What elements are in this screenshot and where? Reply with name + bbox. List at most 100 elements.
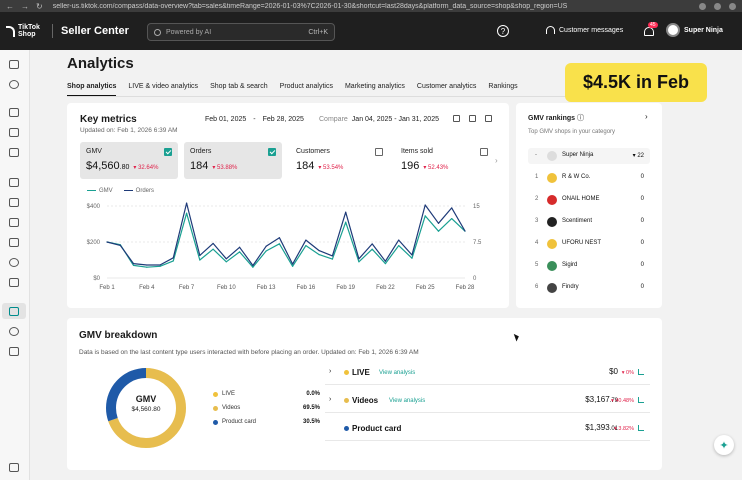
customer-messages-button[interactable]: Customer messages	[546, 26, 623, 34]
health-icon[interactable]	[9, 327, 19, 336]
metric-items-sold[interactable]: Items sold 196 ▾ 52.43%	[395, 142, 493, 179]
data-point-gmv[interactable]	[331, 258, 334, 260]
metric-gmv[interactable]: GMV $4,560.80 ▾ 32.64%	[80, 142, 178, 179]
info-icon[interactable]: ⓘ	[577, 115, 585, 122]
ranking-row[interactable]: 5 Sigird 0	[528, 258, 650, 274]
trend-chart-icon[interactable]	[638, 369, 644, 375]
data-point-gmv[interactable]	[411, 257, 413, 259]
compare-range[interactable]: Compare Jan 04, 2025 - Jan 31, 2025	[319, 116, 439, 123]
growth-icon[interactable]	[9, 80, 19, 89]
data-point-orders[interactable]	[424, 204, 426, 206]
view-analysis-link[interactable]: View analysis	[379, 370, 416, 376]
customers-icon[interactable]	[9, 218, 19, 227]
data-point-gmv[interactable]	[398, 245, 400, 247]
live-icon[interactable]	[9, 238, 19, 247]
products-icon[interactable]	[9, 128, 19, 137]
data-point-orders[interactable]	[252, 264, 254, 267]
reload-icon[interactable]: ↻	[36, 1, 43, 11]
metric-customers[interactable]: Customers 184 ▾ 53.54%	[290, 142, 388, 179]
donut-slice-product-card[interactable]	[106, 368, 186, 448]
date-range-picker[interactable]: Feb 01, 2025- Feb 28, 2025	[205, 116, 304, 123]
data-point-gmv[interactable]	[159, 265, 161, 267]
data-point-gmv[interactable]	[225, 261, 227, 263]
help-icon[interactable]: ?	[497, 25, 509, 37]
trend-chart-icon[interactable]	[638, 397, 644, 403]
data-point-orders[interactable]	[318, 250, 320, 252]
data-point-orders[interactable]	[146, 264, 148, 266]
data-point-gmv[interactable]	[318, 254, 320, 256]
data-point-gmv[interactable]	[252, 266, 254, 268]
tab-rankings[interactable]: Rankings	[488, 83, 518, 90]
affiliate-icon[interactable]	[9, 198, 19, 207]
download-icon[interactable]	[469, 115, 476, 122]
data-point-orders[interactable]	[265, 245, 267, 247]
data-point-orders[interactable]	[305, 239, 307, 241]
data-point-orders[interactable]	[451, 207, 453, 209]
data-point-orders[interactable]	[384, 260, 387, 262]
metric-checkbox[interactable]	[375, 148, 383, 156]
data-point-gmv[interactable]	[345, 221, 347, 223]
data-point-orders[interactable]	[212, 242, 214, 245]
key-metrics-line-chart[interactable]: $0 $200 $400 0 7.5 15 Feb 1 Feb 4 Feb 7 Feb 10 Feb…	[67, 198, 509, 296]
data-point-gmv[interactable]	[238, 251, 241, 253]
ranking-row[interactable]: 2 ONAIL HOME 0	[528, 192, 650, 208]
tab-live-video-analytics[interactable]: LIVE & video analytics	[128, 83, 199, 90]
metric-checkbox[interactable]	[268, 148, 276, 156]
search-box[interactable]: Powered by AI Ctrl+K	[147, 23, 335, 41]
data-point-gmv[interactable]	[185, 212, 188, 214]
star-icon[interactable]	[699, 2, 706, 10]
forward-icon[interactable]: →	[21, 1, 29, 11]
data-point-gmv[interactable]	[437, 230, 440, 232]
data-point-orders[interactable]	[411, 254, 413, 256]
chevron-right-icon[interactable]: ›	[329, 396, 332, 403]
chevron-right-icon[interactable]: ›	[329, 368, 332, 375]
tab-customer-analytics[interactable]: Customer analytics	[416, 83, 477, 90]
data-point-gmv[interactable]	[424, 215, 426, 217]
shipping-icon[interactable]	[9, 148, 19, 157]
tab-shop-tab-search[interactable]: Shop tab & search	[210, 83, 268, 90]
profile-icon[interactable]	[729, 2, 736, 10]
address-bar[interactable]: seller-us.tiktok.com/compass/data-overvi…	[52, 2, 568, 10]
data-point-gmv[interactable]	[358, 261, 360, 263]
data-point-orders[interactable]	[398, 239, 400, 241]
report-icon[interactable]	[485, 115, 492, 122]
data-point-orders[interactable]	[464, 230, 466, 232]
data-point-orders[interactable]	[185, 202, 188, 204]
user-menu[interactable]: Super Ninja	[666, 23, 723, 37]
metric-checkbox[interactable]	[480, 148, 488, 156]
rewards-icon[interactable]	[9, 258, 19, 267]
data-point-gmv[interactable]	[278, 243, 280, 245]
data-point-orders[interactable]	[238, 246, 241, 248]
data-point-orders[interactable]	[371, 243, 373, 245]
data-point-orders[interactable]	[292, 263, 294, 265]
orders-icon[interactable]	[9, 108, 19, 117]
data-point-orders[interactable]	[159, 264, 161, 266]
ranking-row[interactable]: 1 R & W Co. 0	[528, 170, 650, 186]
gmv-donut-chart[interactable]	[103, 365, 189, 451]
tiktok-shop-logo[interactable]: TikTok Shop	[0, 24, 44, 38]
trend-chart-icon[interactable]	[638, 425, 644, 431]
ai-assistant-button[interactable]: ✦	[714, 435, 734, 455]
data-point-gmv[interactable]	[146, 266, 148, 268]
ranking-row[interactable]: 6 Findry 0	[528, 280, 650, 296]
apps-icon[interactable]	[9, 278, 19, 287]
extension-icon[interactable]	[714, 2, 721, 10]
series-line-orders[interactable]	[106, 202, 466, 267]
data-point-gmv[interactable]	[384, 263, 387, 265]
collapse-icon[interactable]	[9, 463, 19, 472]
data-point-orders[interactable]	[331, 255, 334, 257]
breakdown-row-live[interactable]: › LIVE View analysis $0 ▾ 0%	[325, 360, 650, 385]
data-point-gmv[interactable]	[451, 218, 453, 220]
data-point-gmv[interactable]	[371, 248, 373, 250]
data-point-gmv[interactable]	[292, 265, 294, 267]
my-shop-ranking-row[interactable]: - Super Ninja ▾ 22	[528, 148, 650, 164]
data-point-orders[interactable]	[345, 211, 347, 213]
analytics-icon[interactable]	[9, 307, 19, 316]
chevron-right-icon[interactable]: ›	[645, 112, 648, 121]
breakdown-row-videos[interactable]: › Videos View analysis $3,167.79 ▾ 40.48%	[325, 388, 650, 413]
data-point-orders[interactable]	[132, 263, 135, 265]
legend-item-orders[interactable]: Orders	[123, 188, 154, 194]
data-point-gmv[interactable]	[199, 259, 201, 261]
edit-icon[interactable]	[453, 115, 460, 122]
data-point-orders[interactable]	[106, 241, 108, 243]
